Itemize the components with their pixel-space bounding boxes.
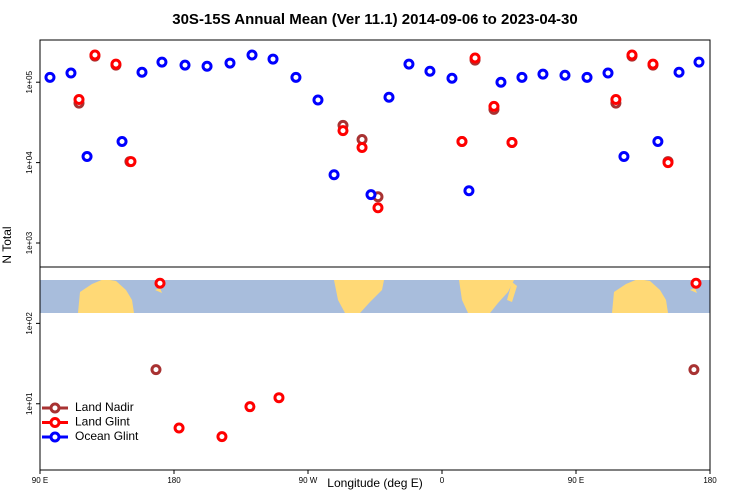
point <box>618 151 630 163</box>
point <box>89 49 101 61</box>
point <box>136 66 148 78</box>
point <box>110 58 122 70</box>
point <box>150 364 162 376</box>
point <box>647 58 659 70</box>
legend-marker <box>49 431 61 443</box>
x-tick-label: 180 <box>703 476 717 485</box>
land <box>78 280 697 313</box>
point <box>456 135 468 147</box>
point <box>156 56 168 68</box>
point <box>179 59 191 71</box>
point <box>337 125 349 137</box>
point <box>246 49 258 61</box>
point <box>446 72 458 84</box>
y-tick-label: 1e+04 <box>25 151 34 174</box>
point <box>125 156 137 168</box>
point <box>290 71 302 83</box>
point <box>469 52 481 64</box>
point <box>267 53 279 65</box>
y-tick-label: 1e+03 <box>25 231 34 254</box>
x-tick-label: 90 E <box>568 476 584 485</box>
point <box>383 91 395 103</box>
point <box>81 151 93 163</box>
point <box>356 142 368 154</box>
plot-frame <box>39 39 711 471</box>
point <box>516 71 528 83</box>
point <box>662 157 674 169</box>
point <box>581 71 593 83</box>
legend-marker <box>49 417 61 428</box>
point <box>626 49 638 61</box>
point <box>173 422 185 434</box>
point <box>495 76 507 88</box>
point <box>559 69 571 81</box>
y-tick-label: 1e+01 <box>25 392 34 415</box>
x-tick-label: 90 W <box>299 476 318 485</box>
x-tick-label: 180 <box>167 476 181 485</box>
point <box>328 169 340 181</box>
point <box>372 202 384 214</box>
point <box>424 65 436 77</box>
legend-label: Land Glint <box>75 415 130 429</box>
point <box>365 189 377 201</box>
y-tick-label: 1e+05 <box>25 70 34 93</box>
point <box>116 135 128 147</box>
point <box>403 58 415 70</box>
legend-marker <box>49 402 61 414</box>
point <box>488 100 500 112</box>
point <box>652 135 664 147</box>
legend-label: Land Nadir <box>75 400 134 414</box>
point <box>673 66 685 78</box>
point <box>224 57 236 69</box>
point <box>201 60 213 72</box>
y-axis-label: N Total <box>0 226 14 263</box>
point <box>312 94 324 106</box>
point <box>65 67 77 79</box>
point <box>244 401 256 413</box>
point <box>154 277 166 289</box>
point <box>688 364 700 376</box>
point <box>690 277 702 289</box>
point <box>693 56 705 68</box>
point <box>73 93 85 105</box>
point <box>602 67 614 79</box>
point <box>216 431 228 443</box>
x-tick-label: 0 <box>440 476 445 485</box>
point <box>273 392 285 404</box>
point <box>537 68 549 80</box>
chart-title: 30S-15S Annual Mean (Ver 11.1) 2014-09-0… <box>172 11 578 28</box>
point <box>610 93 622 105</box>
y-tick-label: 1e+02 <box>25 312 34 335</box>
x-tick-label: 90 E <box>32 476 48 485</box>
legend-label: Ocean Glint <box>75 429 139 443</box>
point <box>463 185 475 197</box>
point <box>506 136 518 148</box>
x-axis-label: Longitude (deg E) <box>327 476 422 490</box>
point <box>44 71 56 83</box>
map-strip <box>40 280 710 313</box>
